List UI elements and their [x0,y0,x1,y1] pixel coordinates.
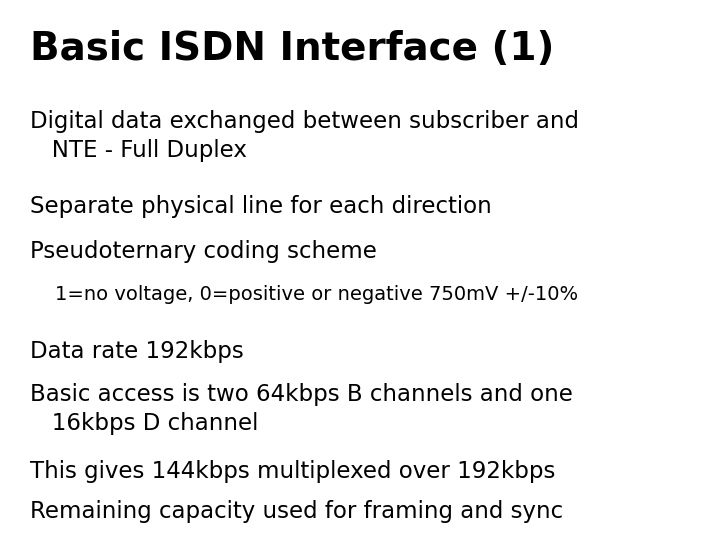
Text: Basic ISDN Interface (1): Basic ISDN Interface (1) [30,30,554,68]
Text: This gives 144kbps multiplexed over 192kbps: This gives 144kbps multiplexed over 192k… [30,460,555,483]
Text: Pseudoternary coding scheme: Pseudoternary coding scheme [30,240,377,263]
Text: Remaining capacity used for framing and sync: Remaining capacity used for framing and … [30,500,563,523]
Text: 1=no voltage, 0=positive or negative 750mV +/-10%: 1=no voltage, 0=positive or negative 750… [30,285,578,304]
Text: Digital data exchanged between subscriber and
   NTE - Full Duplex: Digital data exchanged between subscribe… [30,110,579,163]
Text: Basic access is two 64kbps B channels and one
   16kbps D channel: Basic access is two 64kbps B channels an… [30,383,573,435]
Text: Data rate 192kbps: Data rate 192kbps [30,340,244,363]
Text: Separate physical line for each direction: Separate physical line for each directio… [30,195,492,218]
